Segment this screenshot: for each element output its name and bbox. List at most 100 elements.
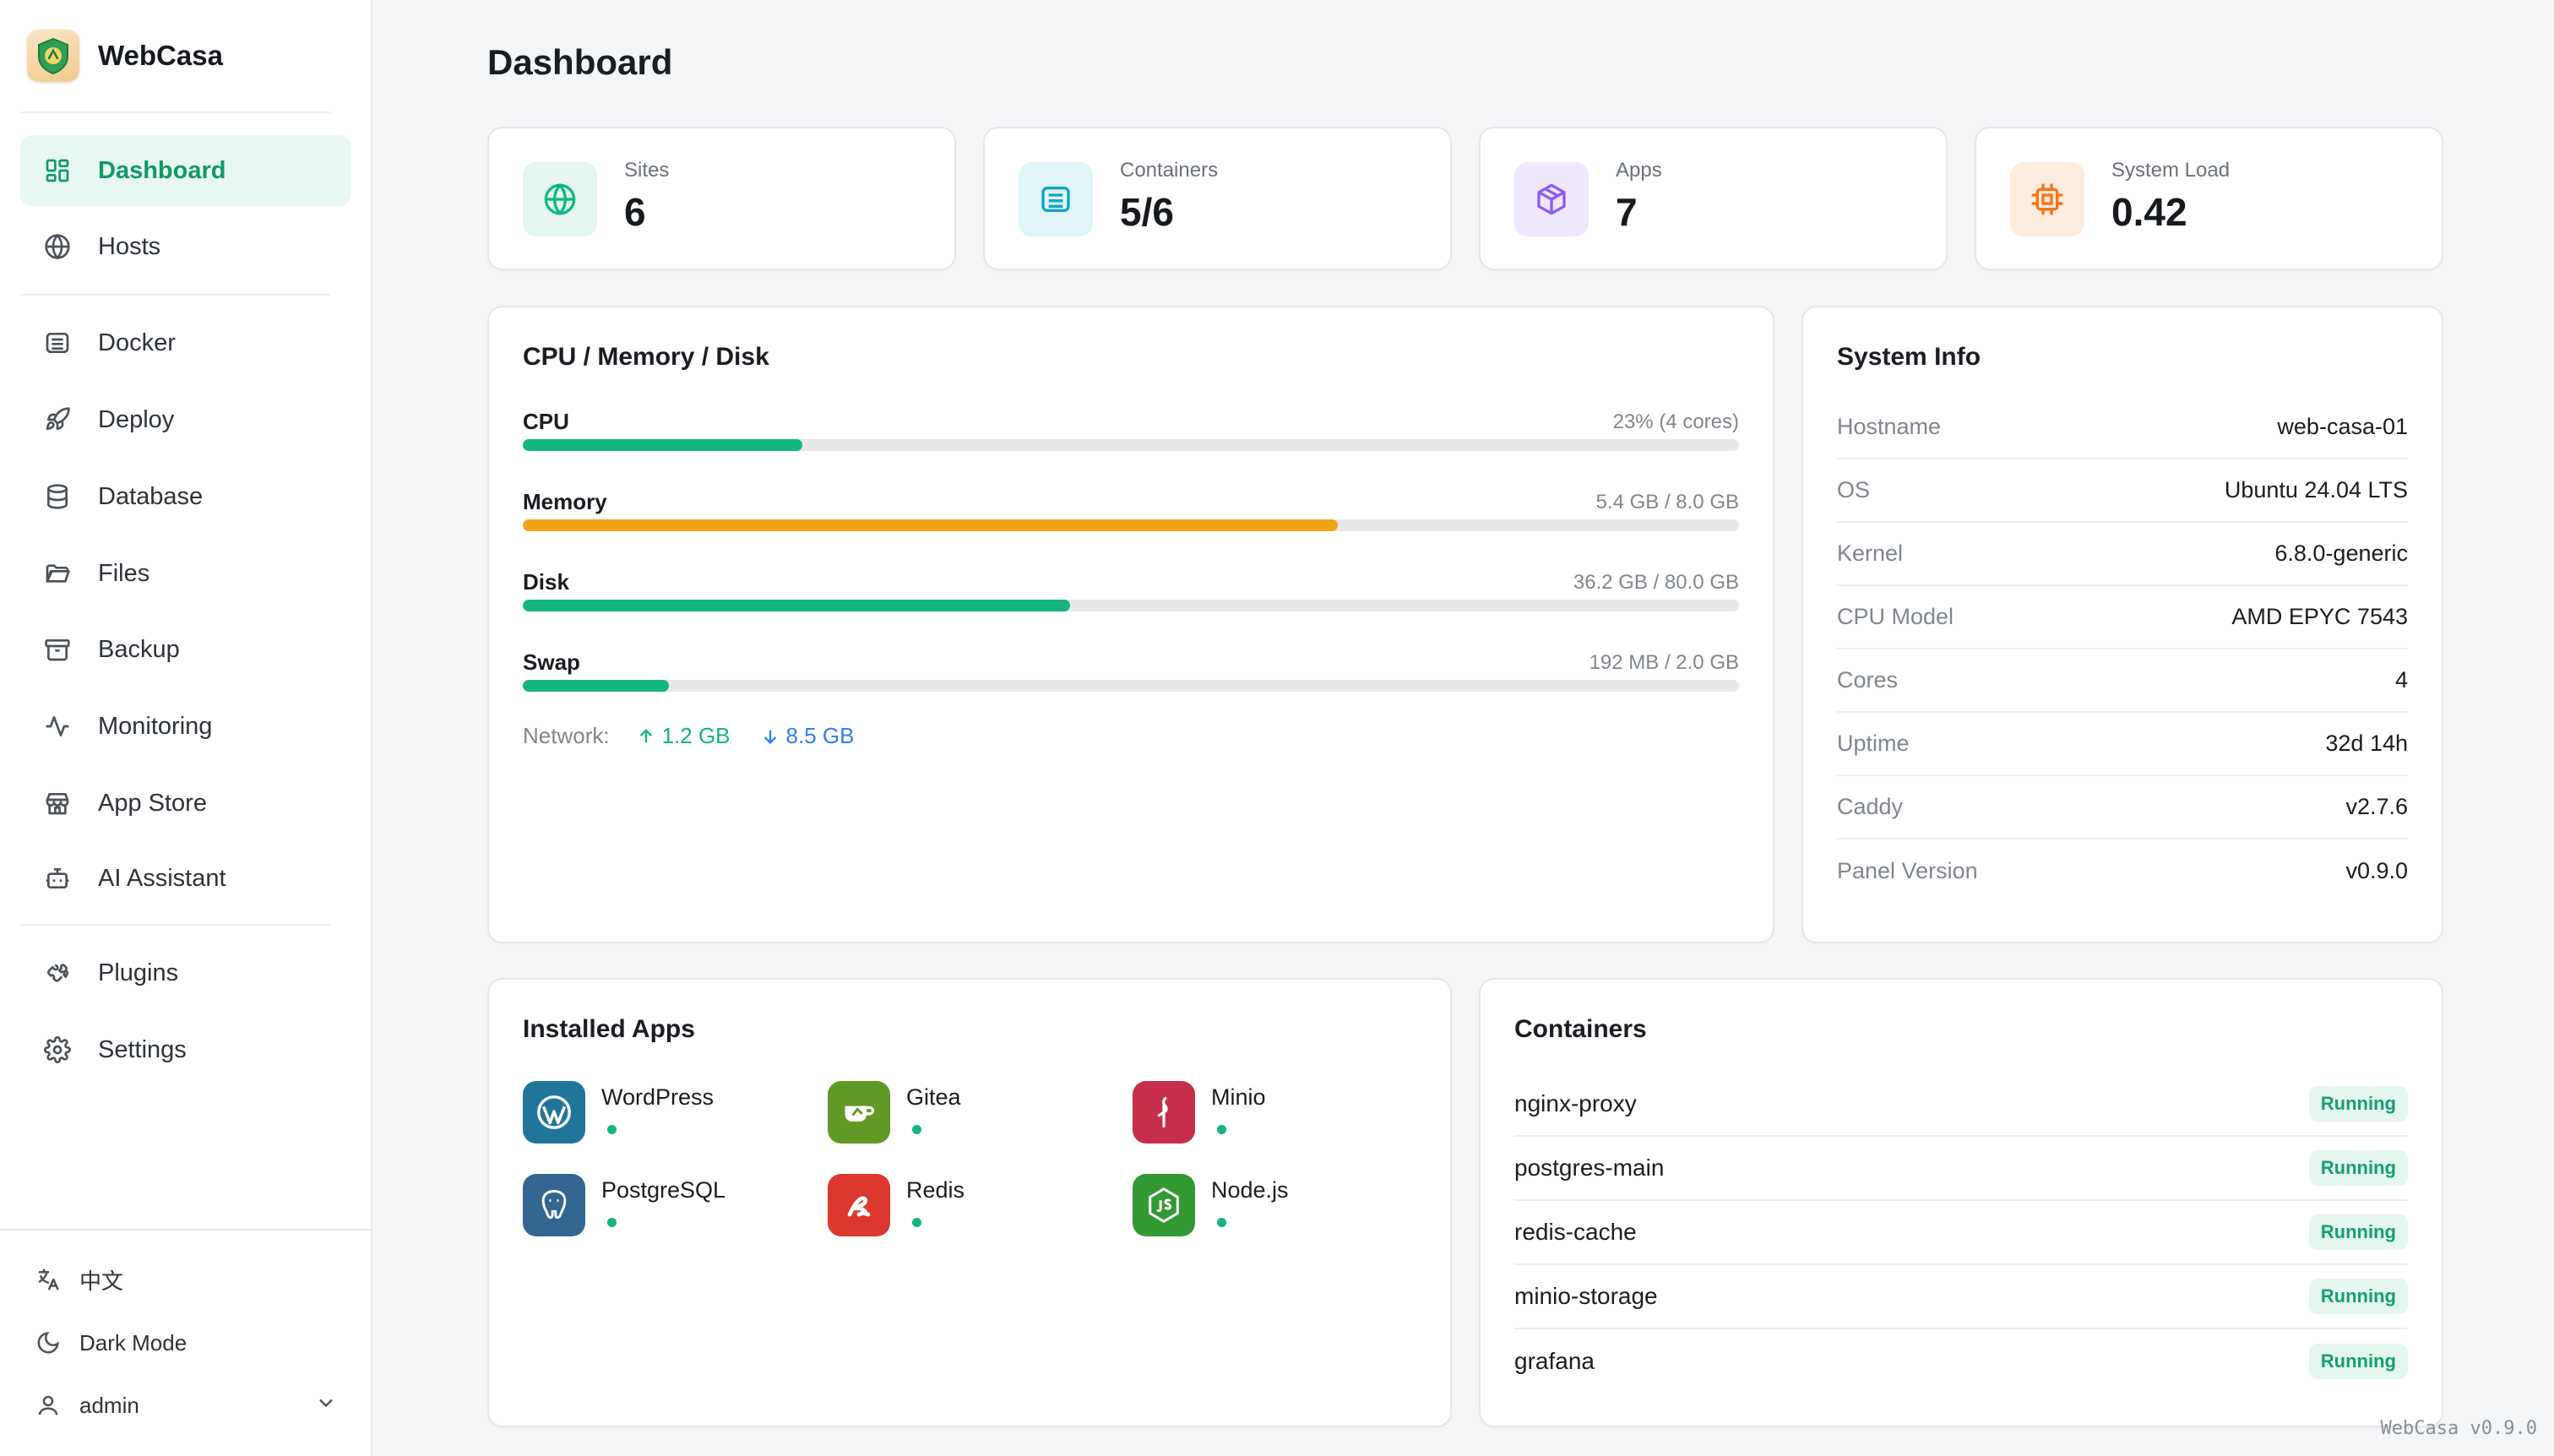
container-row[interactable]: nginx-proxy Running (1514, 1073, 2408, 1137)
stat-value: 7 (1616, 190, 1638, 234)
language-label: 中文 (79, 1268, 124, 1294)
app-name: Node.js (1211, 1177, 1289, 1203)
sidebar-item-label: Plugins (98, 959, 179, 986)
language-toggle[interactable]: 中文 (34, 1257, 338, 1302)
stat-label: Containers (1120, 159, 1219, 182)
webcasa-logo (27, 30, 79, 82)
progress-fill (523, 439, 803, 451)
dark-mode-toggle[interactable]: Dark Mode (34, 1320, 338, 1366)
container-row[interactable]: postgres-main Running (1514, 1137, 2408, 1201)
card-title: System Info (1837, 343, 1981, 371)
gear-icon (42, 1035, 73, 1065)
sidebar-item-label: App Store (98, 789, 207, 817)
system-info-card: System Info Hostname web-casa-01 OS Ubuntu… (1801, 306, 2443, 943)
database-icon (42, 481, 73, 512)
gitea-icon (828, 1081, 890, 1144)
resource-row-cpu: CPU 23% (4 cores) (523, 409, 1739, 459)
sidebar-item-deploy[interactable]: Deploy (20, 384, 351, 455)
sidebar-item-backup[interactable]: Backup (20, 614, 351, 685)
sidebar-item-hosts[interactable]: Hosts (20, 211, 351, 282)
stat-label: Apps (1616, 159, 1662, 182)
status-dot (607, 1218, 617, 1227)
status-badge: Running (2308, 1344, 2408, 1379)
resource-label: Disk (523, 569, 569, 595)
stat-label: Sites (624, 159, 670, 182)
version-tag: WebCasa v0.9.0 (2380, 1418, 2537, 1439)
status-badge: Running (2308, 1214, 2408, 1250)
sidebar-item-label: Docker (98, 329, 176, 356)
resource-label: Swap (523, 649, 580, 675)
globe-icon (42, 231, 73, 262)
container-row[interactable]: grafana Running (1514, 1329, 2408, 1394)
redis-icon (828, 1174, 890, 1236)
translate-icon (34, 1265, 62, 1294)
sidebar-item-label: Hosts (98, 232, 161, 260)
sidebar-item-files[interactable]: Files (20, 538, 351, 609)
info-row: Cores 4 (1837, 649, 2408, 713)
container-row[interactable]: minio-storage Running (1514, 1265, 2408, 1329)
user-menu[interactable]: admin (34, 1383, 338, 1428)
archive-icon (42, 634, 73, 665)
arrow-down-icon (763, 730, 776, 744)
resource-value: 23% (4 cores) (1612, 410, 1739, 433)
nodejs-icon (1133, 1174, 1195, 1236)
folder-icon (42, 558, 73, 589)
stat-card-system-load[interactable]: System Load 0.42 (1975, 127, 2443, 270)
sidebar-item-label: Database (98, 482, 204, 510)
info-row: Panel Version v0.9.0 (1837, 839, 2408, 903)
bot-icon (42, 863, 73, 894)
brand[interactable]: WebCasa (27, 27, 223, 84)
resource-label: CPU (523, 409, 569, 434)
sidebar-item-docker[interactable]: Docker (20, 307, 351, 378)
sidebar: WebCasa Dashboard Hosts Docker Deploy Da… (0, 0, 372, 1456)
divider (20, 111, 330, 113)
resource-row-swap: Swap 192 MB / 2.0 GB (523, 649, 1739, 700)
moon-icon (34, 1328, 62, 1357)
stat-label: System Load (2111, 159, 2231, 182)
sidebar-item-ai-assistant[interactable]: AI Assistant (20, 843, 351, 914)
app-item-wordpress[interactable]: WordPress (523, 1081, 810, 1157)
sidebar-footer (0, 1229, 372, 1231)
rocket-icon (42, 405, 73, 435)
progress-fill (523, 680, 669, 692)
progress-fill (523, 519, 1338, 531)
minio-icon (1133, 1081, 1195, 1144)
sidebar-item-plugins[interactable]: Plugins (20, 937, 351, 1008)
info-row: Caddy v2.7.6 (1837, 776, 2408, 839)
app-item-gitea[interactable]: Gitea (828, 1081, 1115, 1157)
sidebar-item-monitoring[interactable]: Monitoring (20, 691, 351, 762)
info-row: Hostname web-casa-01 (1837, 396, 2408, 459)
info-value: AMD EPYC 7543 (2231, 604, 2408, 629)
cpu-icon (2010, 162, 2084, 236)
stat-card-containers[interactable]: Containers 5/6 (983, 127, 1452, 270)
info-row: Uptime 32d 14h (1837, 713, 2408, 776)
sidebar-item-settings[interactable]: Settings (20, 1014, 351, 1085)
sidebar-item-database[interactable]: Database (20, 461, 351, 532)
network-upload-value: 1.2 GB (661, 723, 731, 748)
network-download-value: 8.5 GB (785, 723, 855, 748)
container-row[interactable]: redis-cache Running (1514, 1201, 2408, 1265)
info-value: v2.7.6 (2345, 794, 2408, 819)
installed-apps-card: Installed Apps WordPress Gitea Minio (487, 978, 1452, 1427)
stat-card-apps[interactable]: Apps 7 (1479, 127, 1948, 270)
card-title: CPU / Memory / Disk (523, 343, 769, 371)
info-key: Cores (1837, 667, 1899, 693)
store-icon (42, 788, 73, 818)
info-key: Caddy (1837, 794, 1904, 819)
resources-card: CPU / Memory / Disk CPU 23% (4 cores) Me… (487, 306, 1774, 943)
sidebar-item-label: Monitoring (98, 712, 213, 740)
app-item-minio[interactable]: Minio (1133, 1081, 1420, 1157)
sidebar-item-app-store[interactable]: App Store (20, 768, 351, 839)
sidebar-item-label: Files (98, 559, 150, 587)
progress-track (523, 519, 1739, 531)
main-content: Dashboard Sites 6 Containers 5/6 Apps 7 … (372, 0, 2554, 1456)
app-item-nodejs[interactable]: Node.js (1133, 1174, 1420, 1250)
docker-icon (42, 328, 73, 358)
app-item-postgresql[interactable]: PostgreSQL (523, 1174, 810, 1250)
sidebar-item-dashboard[interactable]: Dashboard (20, 135, 351, 206)
app-name: WordPress (601, 1084, 715, 1110)
container-name: nginx-proxy (1514, 1090, 1637, 1116)
stat-card-sites[interactable]: Sites 6 (487, 127, 956, 270)
resource-row-disk: Disk 36.2 GB / 80.0 GB (523, 569, 1739, 620)
app-item-redis[interactable]: Redis (828, 1174, 1115, 1250)
